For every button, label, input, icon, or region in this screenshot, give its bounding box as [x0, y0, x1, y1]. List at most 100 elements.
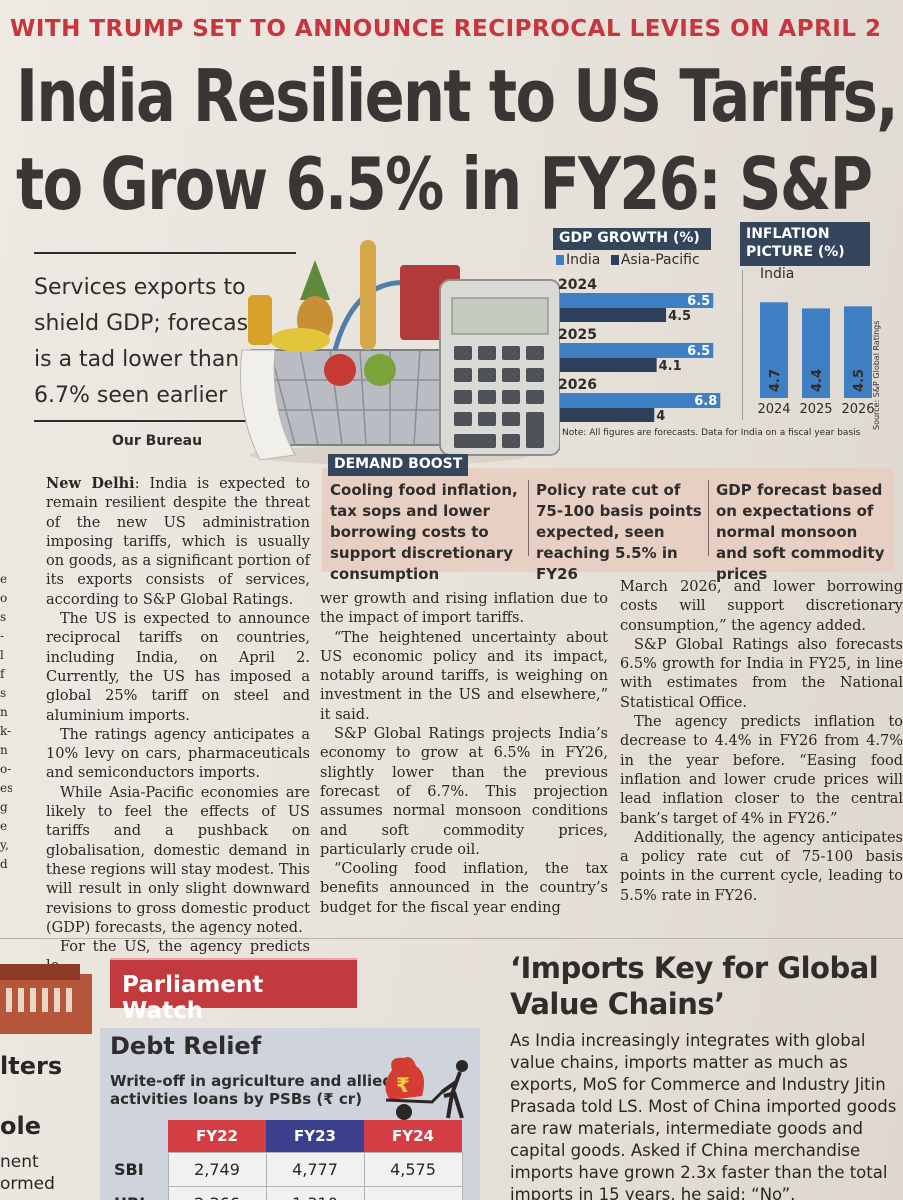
debt-relief-subtitle: Write-off in agriculture and allied acti… — [110, 1072, 393, 1108]
inflation-chart: 4.7 2024 4.4 2025 4.5 2026 — [757, 302, 875, 416]
gdp-value-apac-2024: 4.5 — [668, 309, 691, 324]
deck: Services exports to shield GDP; forecast… — [34, 275, 257, 408]
inflation-year-label-2024: 2024 — [757, 402, 790, 416]
adjacent-column-fragment: e o s - l f s n k- n o- es g e y, d — [0, 572, 12, 871]
article-paragraph-1: New Delhi: India is expected to remain r… — [46, 474, 310, 610]
table-cell: 2,749 — [167, 1151, 267, 1187]
article-paragraph-7: “The heightened uncertainty about US eco… — [320, 629, 608, 723]
parliament-watch-banner: Parliament Watch — [110, 958, 357, 1024]
headline-line-1: India Resilient to US Tariffs, — [16, 54, 899, 138]
gdp-chart-title: GDP GROWTH (%) — [553, 228, 711, 250]
inflation-bar-2024 — [760, 302, 788, 398]
table-cell: 1,310 — [265, 1185, 365, 1200]
header-fy22: FY22 — [168, 1120, 266, 1152]
inflation-value-2026: 4.5 — [852, 369, 867, 392]
inflation-title-line-1: INFLATION — [746, 226, 830, 242]
inflation-chart-subtitle: India — [760, 266, 795, 282]
inflation-year-label-2025: 2025 — [799, 402, 832, 416]
left-fragment-2: ole — [0, 1112, 41, 1140]
article-paragraph-9: “Cooling food inflation, the tax benefit… — [320, 861, 608, 916]
inflation-year-label-2026: 2026 — [841, 402, 874, 416]
inflation-title-line-2: PICTURE (%) — [746, 244, 845, 260]
chart-source: Source: S&P Global Ratings — [872, 320, 881, 430]
inflation-bar-2025 — [802, 308, 830, 398]
article-column-2: wer growth and rising inflation due to t… — [320, 590, 608, 918]
table-cell: ... — [363, 1185, 463, 1200]
legend-swatch-india — [556, 255, 564, 265]
table-corner — [106, 1120, 168, 1152]
parliament-building-image — [0, 964, 92, 1034]
dateline: New Delhi — [46, 475, 135, 492]
gdp-value-india-2026: 6.8 — [694, 394, 717, 409]
article-paragraph-6: wer growth and rising inflation due to t… — [320, 591, 608, 627]
header-fy23: FY23 — [266, 1120, 364, 1152]
gdp-year-label-2024: 2024 — [558, 277, 597, 293]
table-cell: 4,777 — [265, 1151, 365, 1187]
inflation-bar-2026 — [844, 306, 872, 398]
left-fragment-1: lters — [0, 1052, 63, 1080]
article-paragraph-13: Additionally, the agency anticipates a p… — [620, 829, 903, 904]
gdp-legend: India Asia-Pacific — [556, 252, 700, 268]
table-row: UBI 2,366 1,310 ... — [106, 1185, 463, 1200]
demand-boost-divider-2 — [708, 480, 709, 556]
article-paragraph-8: S&P Global Ratings projects India’s econ… — [320, 726, 608, 858]
deck-rule-bottom — [34, 420, 262, 422]
left-fragment-3: nent — [0, 1152, 39, 1172]
article-column-3: March 2026, and lower borrowing costs wi… — [620, 578, 903, 906]
grocery-basket-calculator-illustration — [240, 240, 560, 465]
headline: India Resilient to US Tariffs, to Grow 6… — [16, 52, 899, 228]
demand-boost-title: DEMAND BOOST — [328, 454, 469, 476]
byline: Our Bureau — [112, 433, 203, 449]
table-cell: 2,366 — [167, 1185, 267, 1200]
demand-boost-item-3: GDP forecast based on expectations of no… — [716, 481, 885, 583]
gdp-bar-apac-2026 — [560, 408, 655, 422]
gdp-value-india-2024: 6.5 — [687, 294, 710, 309]
demand-boost-divider-1 — [528, 480, 529, 556]
gdp-bar-india-2025 — [560, 343, 714, 358]
article-paragraph-2: The US is expected to announce reciproca… — [46, 611, 310, 724]
svg-text:₹: ₹ — [396, 1073, 410, 1097]
article-paragraph-4: While Asia-Pacific economies are likely … — [46, 784, 310, 936]
table-header-row: FY22 FY23 FY24 — [106, 1120, 462, 1152]
inflation-value-2025: 4.4 — [810, 369, 825, 392]
inflation-value-2024: 4.7 — [768, 369, 783, 392]
gdp-value-apac-2025: 4.1 — [659, 359, 682, 374]
imports-headline: ‘Imports Key for Global Value Chains’ — [510, 951, 879, 1021]
row-bank: UBI — [106, 1186, 168, 1200]
section-separator — [0, 938, 903, 939]
paragraph-1-text: : India is expected to remain resilient … — [46, 476, 310, 608]
headline-line-2: to Grow 6.5% in FY26: S&P — [16, 142, 873, 226]
debt-subtitle-line-2: activities loans by PSBs (₹ cr) — [110, 1090, 363, 1108]
chart-note: Note: All figures are forecasts. Data fo… — [562, 428, 861, 438]
deck-rule-top — [34, 252, 296, 254]
chart-divider — [742, 270, 743, 420]
legend-apac: Asia-Pacific — [620, 252, 700, 268]
gdp-bar-india-2024 — [560, 293, 714, 308]
article-paragraph-11: S&P Global Ratings also forecasts 6.5% g… — [620, 636, 903, 711]
demand-boost-band — [322, 468, 894, 572]
gdp-bar-india-2026 — [560, 393, 721, 408]
gdp-value-india-2025: 6.5 — [687, 344, 710, 359]
inflation-chart-title: INFLATION PICTURE (%) — [740, 222, 870, 266]
gdp-value-apac-2026: 4 — [656, 409, 665, 424]
legend-india: India — [566, 252, 601, 268]
rupee-bag-wheelbarrow-icon: ₹ — [385, 1057, 468, 1120]
legend-swatch-apac — [610, 255, 619, 265]
demand-boost-item-2: Policy rate cut of 75-100 basis points e… — [536, 481, 702, 583]
demand-boost-item-1: Cooling food inflation, tax sops and low… — [330, 481, 518, 583]
table-row: SBI 2,749 4,777 4,575 — [106, 1151, 463, 1187]
gdp-bar-apac-2025 — [560, 358, 657, 372]
kicker: WITH TRUMP SET TO ANNOUNCE RECIPROCAL LE… — [10, 16, 882, 42]
article-paragraph-12: The agency predicts inflation to decreas… — [620, 714, 903, 827]
imports-body: As India increasingly integrates with gl… — [510, 1031, 897, 1200]
debt-subtitle-line-1: Write-off in agriculture and allied — [110, 1072, 394, 1090]
article-paragraph-3: The ratings agency anticipates a 10% lev… — [46, 726, 310, 782]
row-bank: SBI — [106, 1152, 168, 1186]
debt-relief-table: FY22 FY23 FY24 SBI 2,749 4,777 4,575 UBI… — [106, 1120, 463, 1200]
article-paragraph-10: March 2026, and lower borrowing costs wi… — [620, 579, 903, 634]
gdp-bar-apac-2024 — [560, 308, 667, 322]
header-fy24: FY24 — [364, 1120, 462, 1152]
table-cell: 4,575 — [363, 1151, 463, 1187]
